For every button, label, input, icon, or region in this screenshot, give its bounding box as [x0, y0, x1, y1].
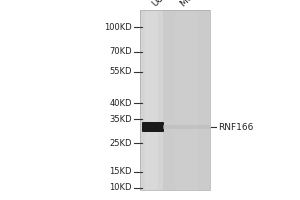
Bar	[163, 125, 210, 129]
Text: 55KD: 55KD	[110, 68, 132, 76]
Text: U87: U87	[151, 0, 170, 8]
Text: 100KD: 100KD	[104, 22, 132, 31]
Bar	[163, 10, 210, 190]
Bar	[140, 10, 210, 190]
Bar	[145, 10, 158, 190]
Text: 25KD: 25KD	[110, 138, 132, 148]
FancyBboxPatch shape	[142, 122, 164, 132]
Text: 15KD: 15KD	[110, 168, 132, 176]
Bar	[175, 10, 198, 190]
Text: Mouse testis: Mouse testis	[178, 0, 225, 8]
Bar	[140, 10, 163, 190]
Text: 40KD: 40KD	[110, 98, 132, 108]
Text: 70KD: 70KD	[110, 47, 132, 56]
Text: RNF166: RNF166	[218, 122, 254, 132]
Text: 10KD: 10KD	[110, 184, 132, 192]
Text: 35KD: 35KD	[110, 114, 132, 123]
